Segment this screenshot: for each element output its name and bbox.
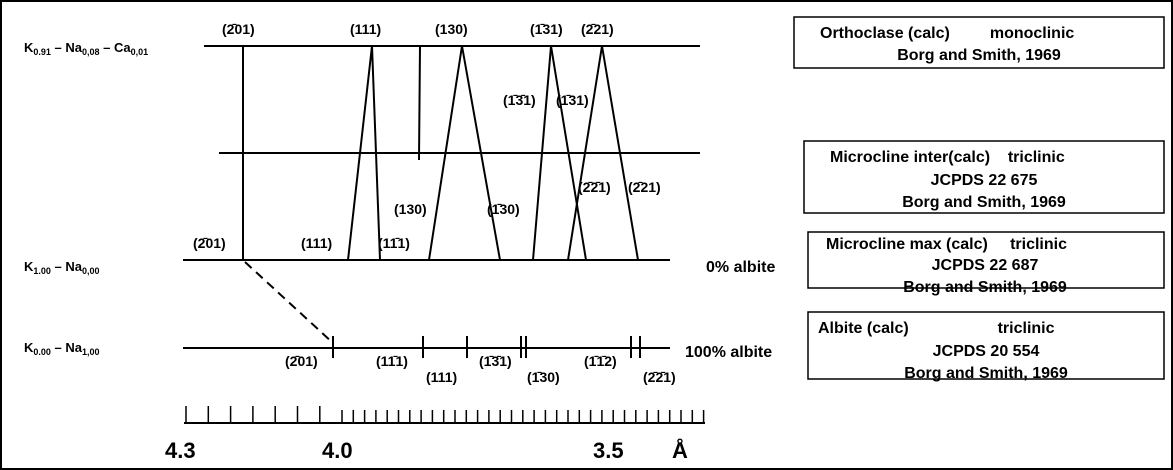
peak-label: (11̄1) bbox=[378, 235, 410, 251]
trace-111 bbox=[347, 45, 373, 261]
legend-title: Albite (calc) triclinic bbox=[818, 320, 1055, 337]
albite-peak-ticks bbox=[332, 336, 641, 358]
inter-peak-labels: (1̄3̄1) (1̄31) (130) (1̄30) (2̄2̄1) (2̄2… bbox=[394, 92, 661, 217]
legend-title: Microcline max (calc) triclinic bbox=[826, 236, 1067, 253]
trace-1-31 bbox=[550, 45, 587, 261]
legend-box-frame bbox=[793, 16, 1165, 69]
legend-jcpds: JCPDS 22 687 bbox=[932, 257, 1039, 274]
d-spacing-axis: 4.3 4.0 3.5 Å bbox=[165, 406, 705, 463]
peak-label: (2̄21) bbox=[581, 21, 614, 37]
peak-label: (2̄01) bbox=[193, 235, 226, 251]
legend-reference: Borg and Smith, 1969 bbox=[904, 365, 1068, 382]
trace-2-21 bbox=[601, 45, 639, 261]
peak-label: (1̄30) bbox=[487, 201, 520, 217]
peak-label: (111) bbox=[350, 21, 381, 37]
composition-top: K0.91 – Na0,08 – Ca0,01 bbox=[24, 40, 148, 57]
peak-label: (130) bbox=[435, 21, 468, 37]
albite-peak-labels: (2̄01) (11̄1) (111) (1̄3̄1) (1̄30) (1̄1̄… bbox=[285, 353, 676, 385]
max-peak-labels: (2̄01) (111) (11̄1) bbox=[193, 235, 410, 251]
peak-label: (111) bbox=[426, 369, 457, 385]
trace-1-3-1 bbox=[532, 45, 552, 261]
axis-label-4-3: 4.3 bbox=[165, 438, 196, 463]
peak-label: (1̄31) bbox=[556, 92, 589, 108]
peak-label: (1̄1̄2) bbox=[584, 353, 617, 369]
trace-2-2-1 bbox=[567, 45, 603, 261]
orthoclase-peak-labels: (2̄01) (111) (130) (1̄31) (2̄21) bbox=[222, 21, 614, 37]
axis-unit-angstrom: Å bbox=[672, 437, 688, 463]
legend-box-frame bbox=[803, 140, 1165, 214]
trace-130 bbox=[428, 45, 463, 261]
legend-reference: Borg and Smith, 1969 bbox=[902, 194, 1066, 211]
axis-ticks bbox=[185, 406, 705, 423]
legend-jcpds: JCPDS 22 675 bbox=[931, 172, 1038, 189]
albite-shift-dashed-line bbox=[244, 261, 334, 344]
legend-box-frame bbox=[807, 231, 1165, 289]
trace-11-1 bbox=[371, 45, 381, 261]
peak-label: (2̄2̄1) bbox=[643, 369, 676, 385]
peak-label: (1̄3̄1) bbox=[503, 92, 536, 108]
peak-label: (1̄31) bbox=[530, 21, 563, 37]
peak-label: (2̄01) bbox=[222, 21, 255, 37]
trace-orth-short bbox=[418, 45, 421, 161]
axis-label-4-0: 4.0 bbox=[322, 438, 353, 463]
peak-label: (1̄30) bbox=[527, 369, 560, 385]
legend-reference: Borg and Smith, 1969 bbox=[897, 47, 1061, 64]
legend-box-microcline-max: Microcline max (calc) triclinic JCPDS 22… bbox=[807, 231, 1165, 296]
legend-title: Orthoclase (calc) monoclinic bbox=[820, 25, 1074, 42]
trace-1-30 bbox=[461, 45, 501, 261]
peak-label: (130) bbox=[394, 201, 427, 217]
axis-label-3-5: 3.5 bbox=[593, 438, 624, 463]
legend-reference: Borg and Smith, 1969 bbox=[903, 279, 1067, 296]
legend-box-frame bbox=[807, 311, 1165, 380]
legend-title: Microcline inter(calc) triclinic bbox=[830, 149, 1065, 166]
peak-label: (2̄21) bbox=[628, 179, 661, 195]
peak-label: (111) bbox=[301, 235, 332, 251]
peak-label: (11̄1) bbox=[376, 353, 408, 369]
legend-box-microcline-inter: Microcline inter(calc) triclinic JCPDS 2… bbox=[803, 140, 1165, 214]
composition-max: K1.00 – Na0,00 bbox=[24, 259, 100, 276]
peak-label: (2̄01) bbox=[285, 353, 318, 369]
legend-jcpds: JCPDS 20 554 bbox=[933, 343, 1040, 360]
composition-albite: K0.00 – Na1,00 bbox=[24, 340, 100, 357]
zero-albite-label: 0% albite bbox=[706, 259, 775, 276]
legend-box-albite: Albite (calc) triclinic JCPDS 20 554 Bor… bbox=[807, 311, 1165, 382]
peak-label: (2̄2̄1) bbox=[578, 179, 611, 195]
hundred-albite-label: 100% albite bbox=[685, 344, 772, 361]
peak-label: (1̄3̄1) bbox=[479, 353, 512, 369]
legend-box-orthoclase: Orthoclase (calc) monoclinic Borg and Sm… bbox=[793, 16, 1165, 69]
